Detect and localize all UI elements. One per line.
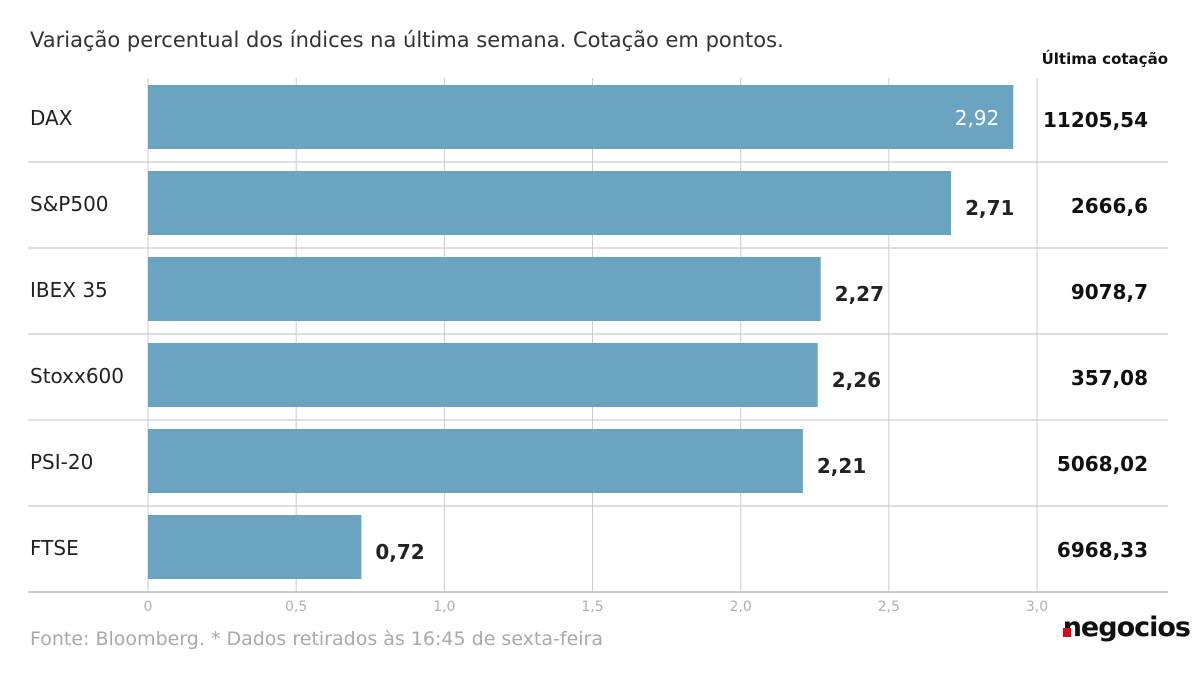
value-label: 2,21 xyxy=(817,454,866,478)
last-quote-header: Última cotação xyxy=(1041,50,1168,68)
logo-text: negocios xyxy=(1062,612,1191,643)
category-label: FTSE xyxy=(30,536,79,560)
category-label: Stoxx600 xyxy=(30,364,124,388)
x-tick-label: 3,0 xyxy=(1026,599,1048,615)
x-tick-label: 2,0 xyxy=(730,599,752,615)
last-quote-value: 2666,6 xyxy=(1071,194,1148,218)
last-quote-value: 11205,54 xyxy=(1043,108,1148,132)
bar xyxy=(148,257,821,321)
logo-accent-mark xyxy=(1062,628,1071,637)
bar xyxy=(148,343,818,407)
category-label: IBEX 35 xyxy=(30,278,108,302)
x-tick-label: 0,5 xyxy=(285,599,307,615)
category-label: PSI-20 xyxy=(30,450,93,474)
x-tick-label: 0 xyxy=(144,599,153,615)
category-label: DAX xyxy=(30,106,73,130)
chart-subtitle: Variação percentual dos índices na últim… xyxy=(30,28,784,52)
bar xyxy=(148,515,362,579)
value-label: 2,27 xyxy=(835,282,884,306)
category-label: S&P500 xyxy=(30,192,109,216)
last-quote-value: 6968,33 xyxy=(1057,538,1148,562)
negocios-logo: negocios xyxy=(1062,612,1191,643)
x-tick-label: 1,5 xyxy=(581,599,603,615)
bar xyxy=(148,171,952,235)
last-quote-value: 9078,7 xyxy=(1071,280,1148,304)
value-label: 2,71 xyxy=(965,196,1014,220)
source-note: Fonte: Bloomberg. * Dados retirados às 1… xyxy=(30,628,603,650)
last-quote-value: 357,08 xyxy=(1071,366,1148,390)
bar xyxy=(148,429,803,493)
bar xyxy=(148,85,1014,149)
value-label: 2,26 xyxy=(832,368,881,392)
last-quote-value: 5068,02 xyxy=(1057,452,1148,476)
x-tick-label: 1,0 xyxy=(433,599,455,615)
x-tick-label: 2,5 xyxy=(878,599,900,615)
value-label: 2,92 xyxy=(955,106,1000,130)
value-label: 0,72 xyxy=(375,540,424,564)
